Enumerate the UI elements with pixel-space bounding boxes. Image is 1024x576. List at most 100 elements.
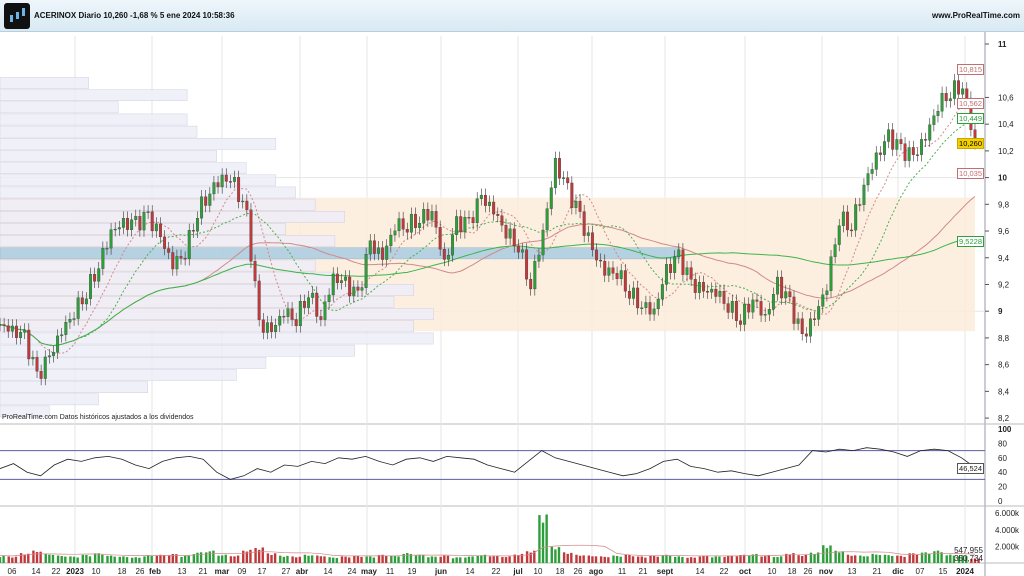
volume-bar bbox=[862, 556, 866, 563]
candle-up bbox=[409, 213, 413, 233]
date-tick: 24 bbox=[348, 567, 357, 576]
candle-down bbox=[163, 236, 167, 249]
candle-down bbox=[500, 215, 504, 226]
candle-down bbox=[615, 273, 619, 279]
rsi-tick: 0 bbox=[998, 497, 1003, 506]
volume-profile-bar bbox=[0, 271, 336, 284]
volume-bar bbox=[883, 554, 887, 563]
volume-bar bbox=[772, 557, 776, 563]
candle-up bbox=[146, 211, 150, 213]
candle-down bbox=[381, 247, 385, 260]
candle-down bbox=[179, 256, 183, 259]
site-link[interactable]: www.ProRealTime.com bbox=[931, 11, 1020, 20]
volume-bar bbox=[464, 557, 467, 563]
volume-bar bbox=[492, 556, 495, 563]
candle-up bbox=[451, 234, 454, 256]
candle-up bbox=[76, 297, 80, 319]
candle-up bbox=[241, 200, 245, 203]
volume-bar bbox=[825, 548, 829, 563]
candle-up bbox=[446, 254, 450, 260]
volume-profile-bar bbox=[0, 259, 316, 272]
rsi-tick: 80 bbox=[998, 439, 1007, 448]
volume-bar bbox=[603, 556, 606, 563]
candle-down bbox=[319, 316, 323, 320]
date-tick: 22 bbox=[492, 567, 501, 576]
candle-down bbox=[702, 282, 705, 292]
date-tick: oct bbox=[739, 567, 751, 576]
volume-bar bbox=[101, 554, 104, 563]
candle-down bbox=[911, 147, 915, 155]
volume-bar bbox=[866, 556, 869, 563]
candlestick-logo-icon bbox=[4, 3, 30, 29]
volume-bar bbox=[208, 551, 212, 563]
candle-down bbox=[747, 303, 751, 313]
candle-up bbox=[549, 187, 553, 209]
candle-down bbox=[648, 302, 652, 315]
candle-down bbox=[726, 303, 730, 313]
volume-bar bbox=[878, 555, 882, 563]
candle-up bbox=[97, 268, 101, 282]
volume-bar bbox=[940, 552, 943, 563]
candle-up bbox=[562, 177, 566, 179]
volume-bar bbox=[875, 554, 878, 563]
volume-bar bbox=[767, 555, 770, 563]
volume-profile-bar bbox=[0, 393, 99, 406]
volume-bar bbox=[134, 557, 137, 563]
volume-bar bbox=[159, 554, 162, 563]
price-level-label: 10,260 bbox=[957, 137, 984, 149]
price-tick: 8,6 bbox=[998, 361, 1010, 370]
candle-up bbox=[767, 309, 771, 315]
volume-bar bbox=[912, 553, 915, 563]
volume-bar bbox=[365, 556, 368, 563]
volume-bar bbox=[813, 554, 816, 563]
candle-down bbox=[636, 287, 640, 309]
candle-up bbox=[286, 308, 290, 317]
volume-bar bbox=[952, 555, 956, 563]
candle-down bbox=[426, 209, 430, 221]
candle-down bbox=[228, 181, 232, 183]
candle-up bbox=[72, 318, 76, 320]
volume-bar bbox=[809, 552, 813, 563]
volume-bar bbox=[390, 556, 393, 563]
candle-up bbox=[874, 152, 878, 170]
candle-up bbox=[364, 254, 368, 288]
candle-down bbox=[693, 279, 697, 293]
volume-bar bbox=[245, 551, 249, 563]
volume-bar bbox=[711, 557, 714, 563]
date-tick: 2023 bbox=[66, 567, 84, 576]
volume-bar bbox=[393, 555, 397, 563]
volume-bar bbox=[72, 556, 76, 563]
candle-down bbox=[582, 211, 586, 236]
candle-up bbox=[10, 325, 14, 332]
volume-bar bbox=[261, 547, 264, 563]
volume-bar bbox=[353, 555, 356, 563]
volume-tick: 2.000k bbox=[995, 542, 1020, 551]
price-tick: 8,2 bbox=[998, 414, 1010, 423]
price-tick: 9,2 bbox=[998, 280, 1010, 289]
volume-bar bbox=[899, 555, 903, 563]
candle-up bbox=[360, 287, 364, 291]
candle-up bbox=[479, 194, 483, 199]
candle-up bbox=[340, 280, 343, 284]
candle-down bbox=[722, 290, 726, 304]
candle-down bbox=[504, 225, 508, 239]
candle-down bbox=[891, 129, 895, 150]
volume-bar bbox=[360, 556, 363, 563]
volume-bar bbox=[171, 554, 174, 563]
volume-bar bbox=[755, 553, 758, 563]
candle-down bbox=[878, 152, 882, 155]
volume-bar bbox=[513, 554, 516, 563]
candle-up bbox=[52, 352, 55, 356]
volume-bar bbox=[920, 552, 924, 563]
candle-up bbox=[866, 173, 870, 186]
volume-bar bbox=[797, 555, 800, 563]
volume-bar bbox=[93, 553, 97, 563]
candle-up bbox=[632, 287, 635, 299]
volume-bar bbox=[566, 553, 569, 563]
volume-tick: 4.000k bbox=[995, 526, 1020, 535]
volume-bar bbox=[977, 558, 980, 563]
volume-profile-bar bbox=[0, 150, 217, 162]
candle-up bbox=[113, 228, 117, 231]
volume-bar bbox=[175, 554, 178, 563]
